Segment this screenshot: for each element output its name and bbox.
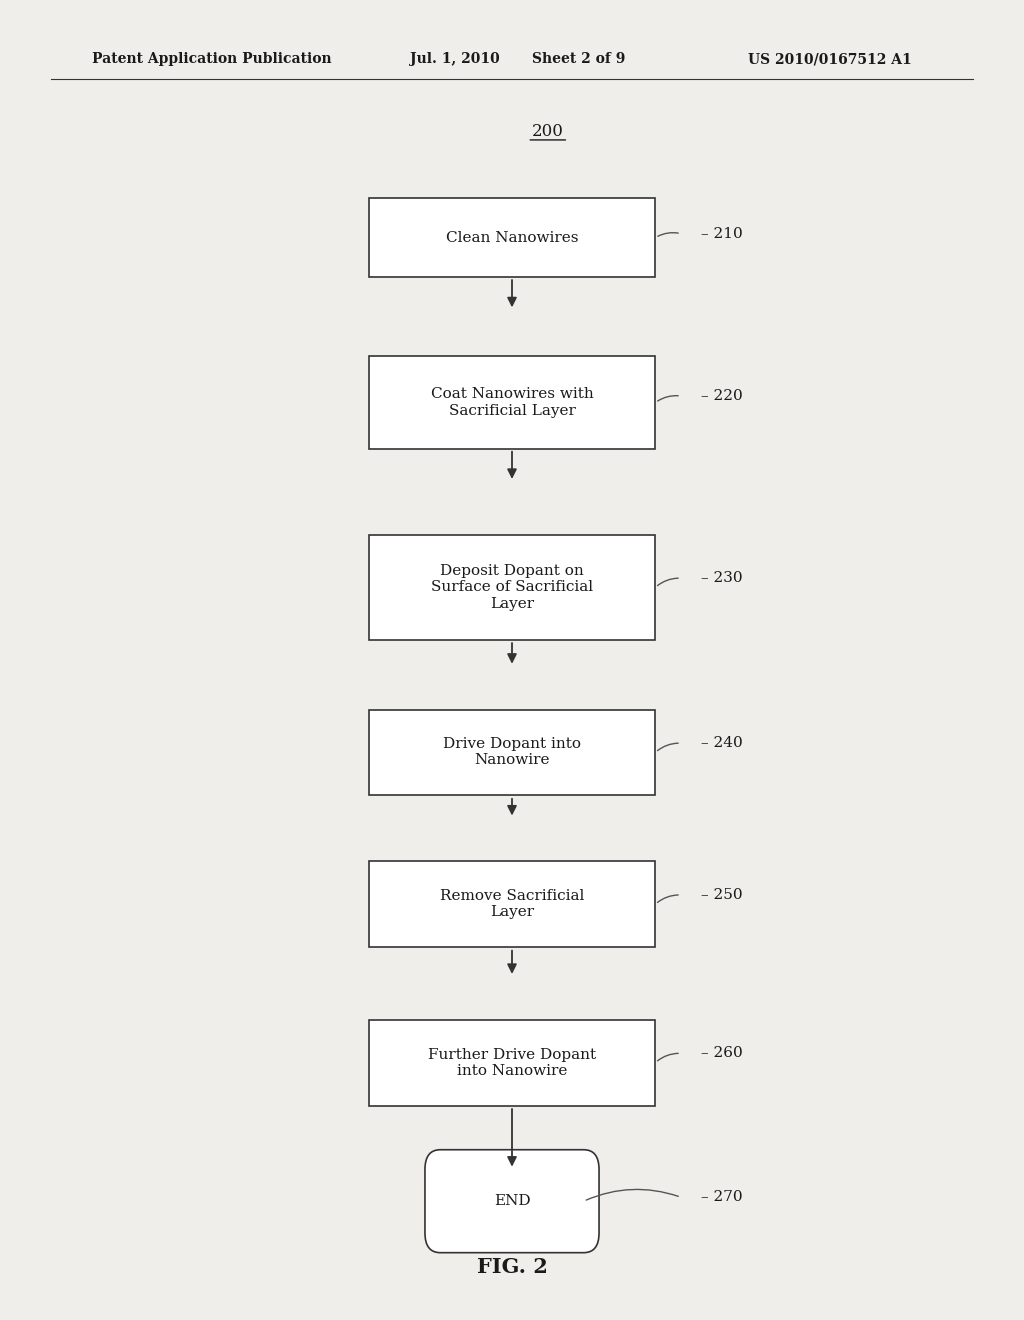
Text: Clean Nanowires: Clean Nanowires	[445, 231, 579, 244]
Text: – 220: – 220	[701, 389, 743, 403]
Text: 200: 200	[531, 124, 564, 140]
Text: Drive Dopant into
Nanowire: Drive Dopant into Nanowire	[443, 738, 581, 767]
Text: – 260: – 260	[701, 1047, 743, 1060]
Text: Sheet 2 of 9: Sheet 2 of 9	[532, 53, 626, 66]
Text: – 270: – 270	[701, 1191, 743, 1204]
FancyBboxPatch shape	[369, 356, 655, 449]
Text: US 2010/0167512 A1: US 2010/0167512 A1	[748, 53, 911, 66]
FancyBboxPatch shape	[369, 198, 655, 277]
Text: Jul. 1, 2010: Jul. 1, 2010	[410, 53, 500, 66]
Text: – 250: – 250	[701, 888, 743, 902]
Text: END: END	[494, 1195, 530, 1208]
Text: Patent Application Publication: Patent Application Publication	[92, 53, 332, 66]
Text: – 240: – 240	[701, 737, 743, 750]
FancyBboxPatch shape	[369, 710, 655, 795]
FancyBboxPatch shape	[369, 862, 655, 948]
FancyBboxPatch shape	[425, 1150, 599, 1253]
Text: Remove Sacrificial
Layer: Remove Sacrificial Layer	[440, 890, 584, 919]
Text: Coat Nanowires with
Sacrificial Layer: Coat Nanowires with Sacrificial Layer	[431, 388, 593, 417]
FancyBboxPatch shape	[369, 535, 655, 640]
Text: FIG. 2: FIG. 2	[476, 1257, 548, 1278]
Text: – 230: – 230	[701, 572, 743, 585]
Text: Further Drive Dopant
into Nanowire: Further Drive Dopant into Nanowire	[428, 1048, 596, 1077]
Text: Deposit Dopant on
Surface of Sacrificial
Layer: Deposit Dopant on Surface of Sacrificial…	[431, 564, 593, 611]
Text: – 210: – 210	[701, 227, 743, 240]
FancyBboxPatch shape	[369, 1019, 655, 1106]
